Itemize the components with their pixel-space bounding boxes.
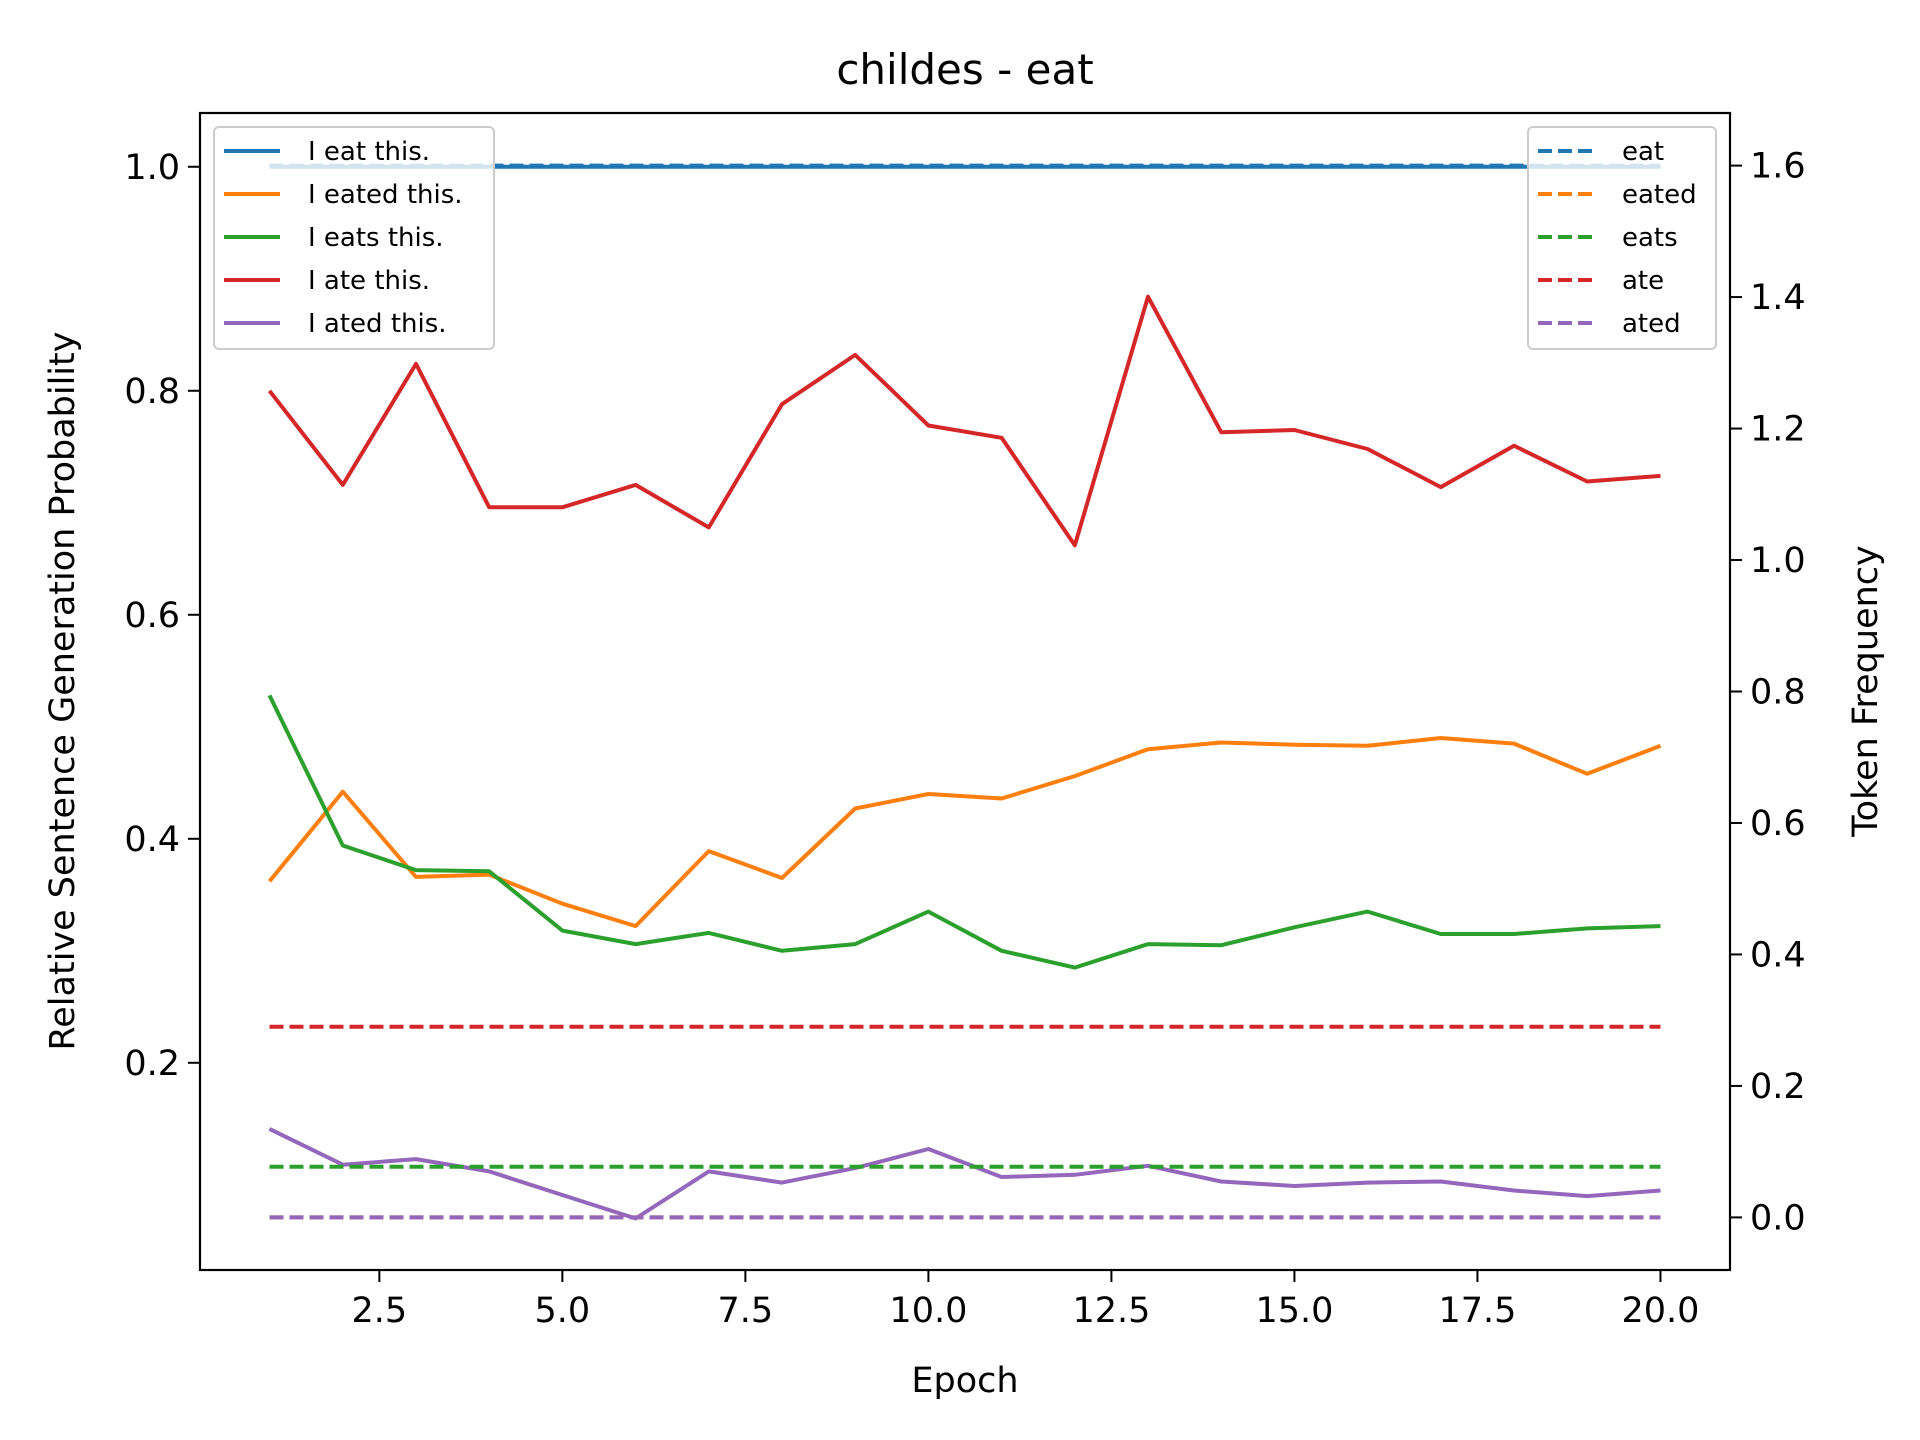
legend-box — [1527, 126, 1717, 350]
y-tick-label: 1.0 — [124, 148, 180, 188]
legend-label: I ated this. — [308, 309, 447, 339]
y2-tick-label: 0.6 — [1750, 804, 1806, 844]
y-tick-label: 0.6 — [124, 596, 180, 636]
y2-tick-label: 0.2 — [1750, 1067, 1806, 1107]
y2-tick-label: 0.4 — [1750, 935, 1806, 975]
y-tick-label: 0.4 — [124, 820, 180, 860]
legend-label: ated — [1622, 309, 1681, 339]
y-axis-right: 0.0 0.2 0.4 0.6 0.8 1.0 1.2 1.4 1.6 — [1730, 147, 1806, 1238]
y-axis-left: 0.2 0.4 0.6 0.8 1.0 — [124, 148, 200, 1084]
y2-tick-label: 1.2 — [1750, 410, 1806, 450]
legend-label: I eats this. — [308, 223, 444, 253]
legend-label: I ate this. — [308, 266, 430, 296]
y-tick-label: 0.2 — [124, 1044, 180, 1084]
y2-tick-label: 0.8 — [1750, 673, 1806, 713]
legend-label: eated — [1622, 180, 1697, 210]
y2-tick-label: 1.4 — [1750, 278, 1806, 318]
y2-tick-label: 1.0 — [1750, 541, 1806, 581]
x-tick-label: 12.5 — [1072, 1291, 1150, 1331]
series-line-prob-i-ate-this — [267, 294, 1661, 548]
x-tick-label: 17.5 — [1438, 1291, 1516, 1331]
y2-tick-label: 0.0 — [1750, 1198, 1806, 1238]
x-axis: 2.5 5.0 7.5 10.0 12.5 15.0 17.5 20.0 — [352, 1270, 1699, 1331]
x-tick-label: 15.0 — [1255, 1291, 1333, 1331]
legend-right: eat eated eats ate ated — [1527, 126, 1717, 350]
x-tick-label: 20.0 — [1621, 1291, 1699, 1331]
chart-title: childes - eat — [836, 45, 1093, 94]
legend-label: eat — [1622, 137, 1664, 167]
legend-left: I eat this. I eated this. I eats this. I at… — [213, 126, 495, 350]
x-tick-label: 10.0 — [889, 1291, 967, 1331]
x-tick-label: 7.5 — [718, 1291, 774, 1331]
x-axis-label: Epoch — [911, 1361, 1018, 1401]
y2-axis-label: Token Frequency — [1846, 545, 1886, 838]
legend-label: ate — [1622, 266, 1664, 296]
legend-label: eats — [1622, 223, 1678, 253]
series-line-prob-i-ated-this — [268, 1127, 1661, 1221]
x-tick-label: 2.5 — [352, 1291, 408, 1331]
y2-tick-label: 1.6 — [1750, 147, 1806, 187]
x-tick-label: 5.0 — [535, 1291, 591, 1331]
y-axis-label: Relative Sentence Generation Probability — [43, 332, 83, 1051]
legend-label: I eat this. — [308, 137, 430, 167]
legend-box — [213, 126, 495, 350]
series-layer — [267, 163, 1662, 1221]
series-line-prob-i-eats-this — [267, 694, 1661, 970]
legend-label: I eated this. — [308, 180, 463, 210]
y-tick-label: 0.8 — [124, 372, 180, 412]
